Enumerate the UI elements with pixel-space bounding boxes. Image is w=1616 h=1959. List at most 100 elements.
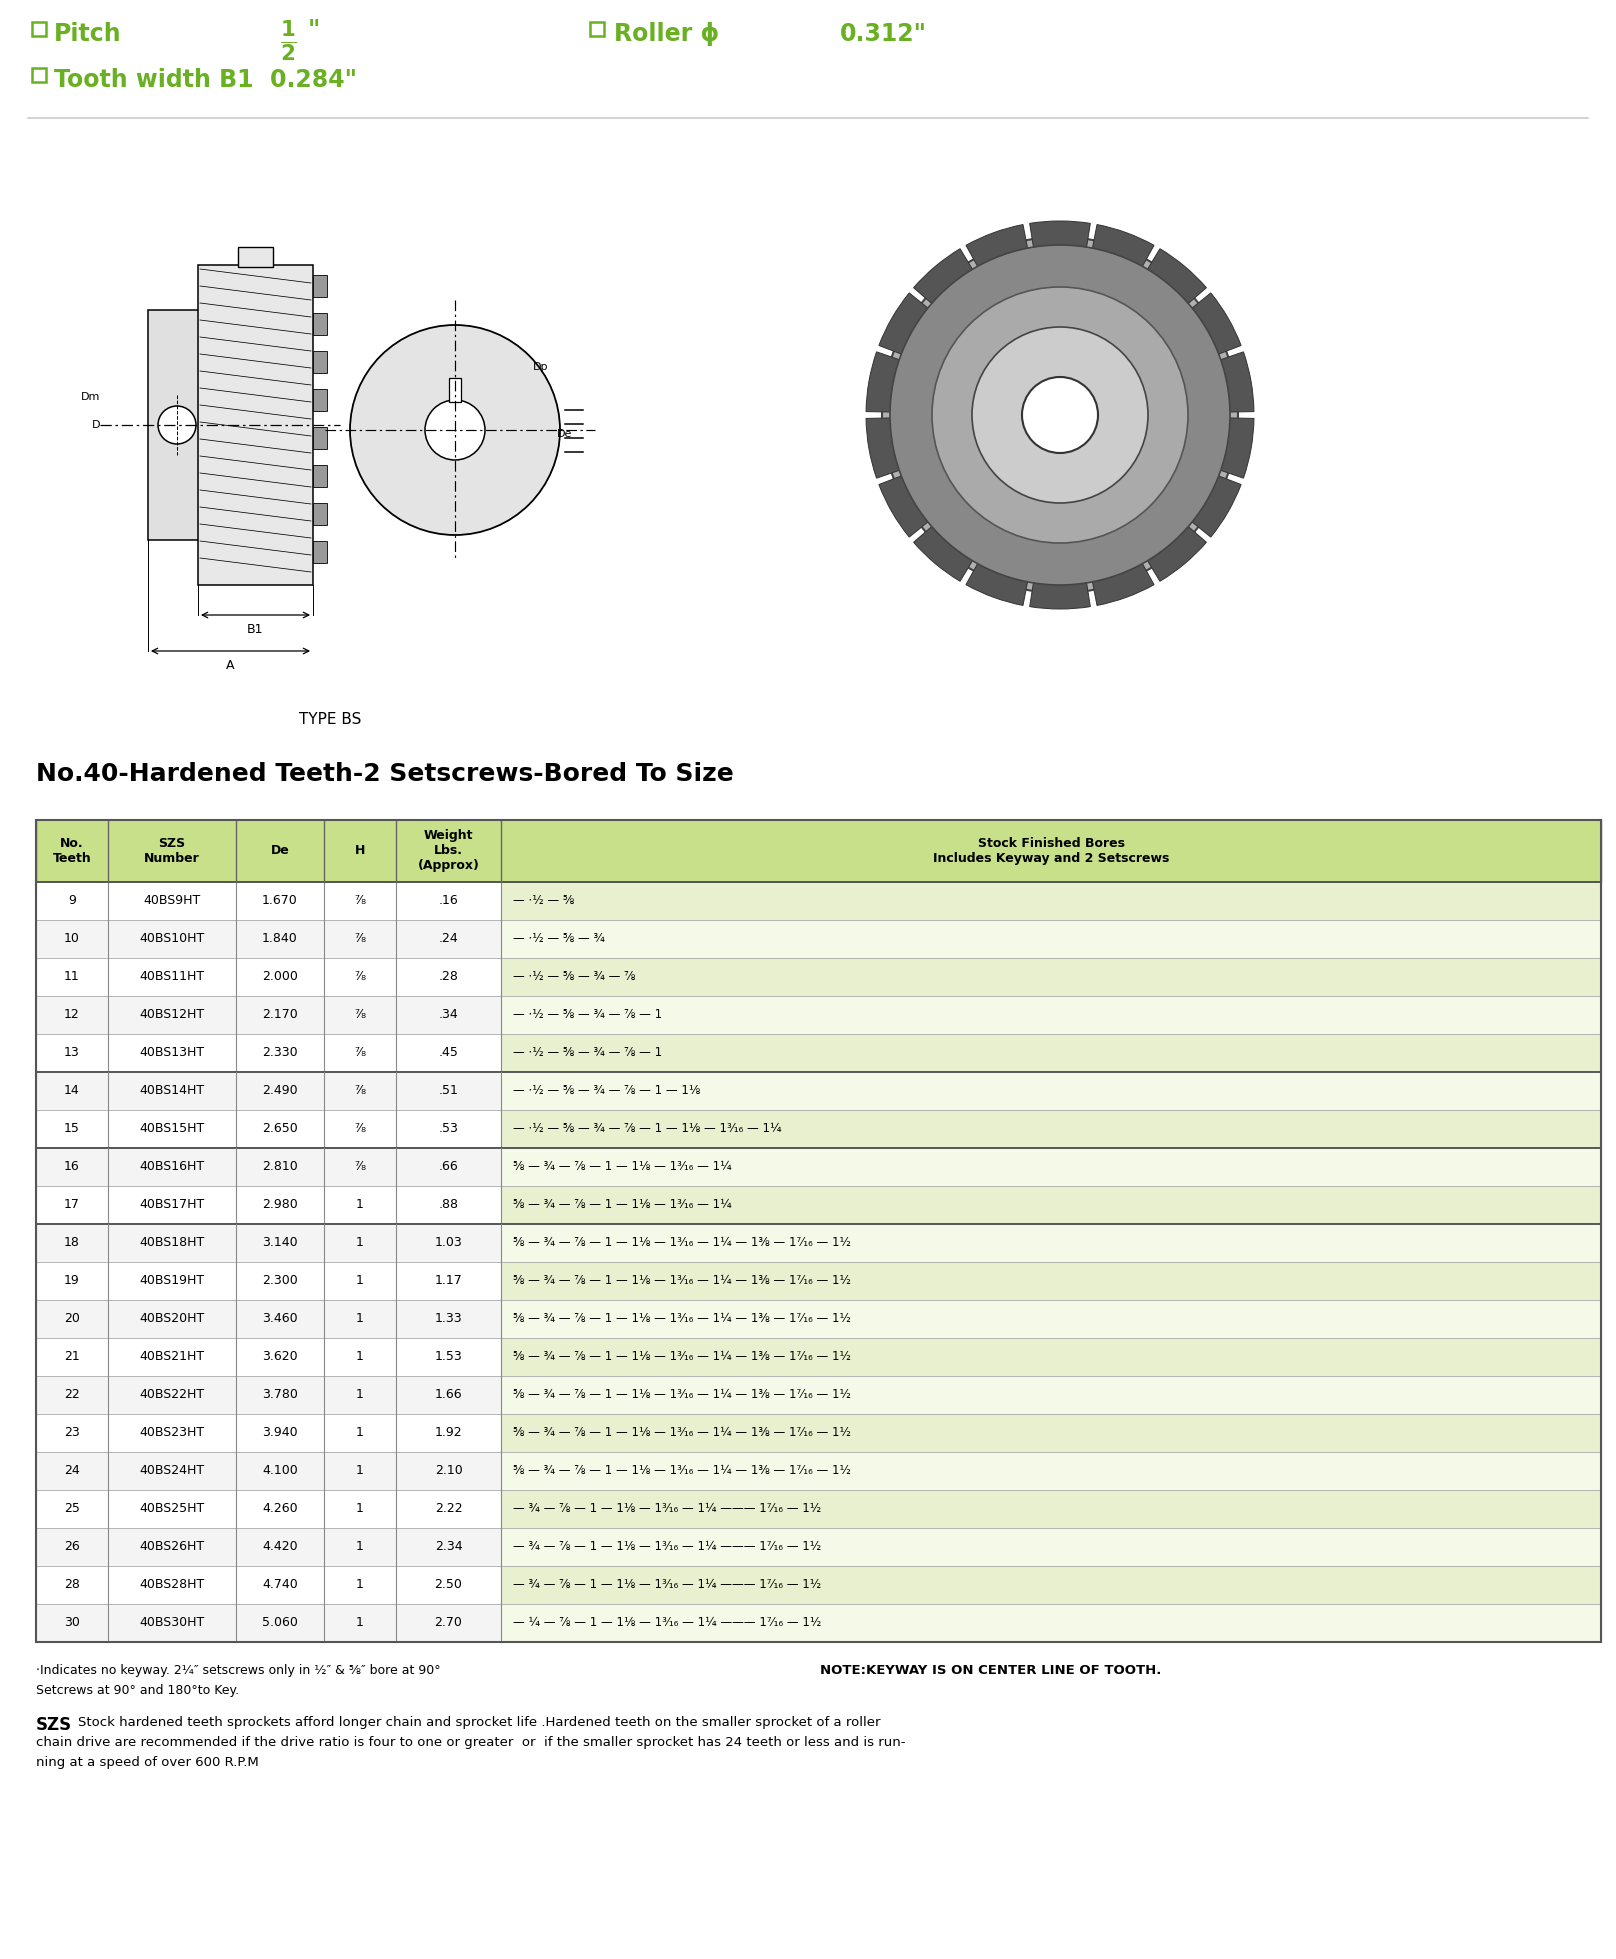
Bar — [501, 1565, 1601, 1604]
Wedge shape — [1060, 415, 1254, 478]
Wedge shape — [1060, 415, 1241, 537]
Text: ⅝ — ¾ — ⅞ — 1 — 1⅛ — 1³⁄₁₆ — 1¼ — 1⅜ — 1⁷⁄₁₆ — 1½: ⅝ — ¾ — ⅞ — 1 — 1⅛ — 1³⁄₁₆ — 1¼ — 1⅜ — 1… — [512, 1426, 852, 1440]
Bar — [32, 69, 45, 82]
Text: NOTE:KEYWAY IS ON CENTER LINE OF TOOTH.: NOTE:KEYWAY IS ON CENTER LINE OF TOOTH. — [819, 1663, 1162, 1677]
Text: 1: 1 — [356, 1313, 364, 1326]
Wedge shape — [1029, 221, 1091, 415]
Bar — [501, 1301, 1601, 1338]
Text: 13: 13 — [65, 1046, 79, 1060]
Text: 40BS20HT: 40BS20HT — [139, 1313, 205, 1326]
Bar — [149, 310, 205, 541]
Bar — [501, 1185, 1601, 1224]
Text: 1: 1 — [356, 1236, 364, 1250]
Text: 2.650: 2.650 — [262, 1123, 297, 1136]
Text: 12: 12 — [65, 1009, 79, 1021]
Text: 23: 23 — [65, 1426, 79, 1440]
Text: ⅝ — ¾ — ⅞ — 1 — 1⅛ — 1³⁄₁₆ — 1¼ — 1⅜ — 1⁷⁄₁₆ — 1½: ⅝ — ¾ — ⅞ — 1 — 1⅛ — 1³⁄₁₆ — 1¼ — 1⅜ — 1… — [512, 1313, 852, 1326]
Text: 16: 16 — [65, 1160, 79, 1173]
Text: 3.140: 3.140 — [262, 1236, 297, 1250]
Bar — [314, 351, 326, 372]
Text: 40BS25HT: 40BS25HT — [139, 1503, 205, 1516]
Circle shape — [971, 327, 1147, 503]
Text: 1.53: 1.53 — [435, 1350, 462, 1363]
Text: .45: .45 — [438, 1046, 459, 1060]
Bar — [36, 1452, 501, 1491]
Text: Dm: Dm — [81, 392, 100, 402]
Text: Weight
Lbs.
(Approx): Weight Lbs. (Approx) — [417, 829, 480, 872]
Text: 40BS21HT: 40BS21HT — [139, 1350, 205, 1363]
Text: Setcrews at 90° and 180°to Key.: Setcrews at 90° and 180°to Key. — [36, 1685, 239, 1696]
Bar — [314, 427, 326, 449]
Text: De: De — [270, 844, 289, 858]
Text: ⁷⁄₈: ⁷⁄₈ — [354, 1046, 367, 1060]
Bar — [36, 1072, 501, 1111]
Bar — [501, 1491, 1601, 1528]
Wedge shape — [966, 225, 1060, 415]
Text: 40BS22HT: 40BS22HT — [139, 1389, 205, 1401]
Bar — [36, 1301, 501, 1338]
Circle shape — [890, 245, 1230, 586]
Bar — [36, 1185, 501, 1224]
Bar — [314, 503, 326, 525]
Bar — [501, 1414, 1601, 1452]
Text: 4.100: 4.100 — [262, 1465, 297, 1477]
Text: 28: 28 — [65, 1579, 79, 1591]
Bar — [501, 1375, 1601, 1414]
Text: 40BS23HT: 40BS23HT — [139, 1426, 205, 1440]
Wedge shape — [1060, 225, 1154, 415]
Text: 1.92: 1.92 — [435, 1426, 462, 1440]
Text: .34: .34 — [438, 1009, 459, 1021]
Text: .24: .24 — [438, 932, 459, 946]
Text: 17: 17 — [65, 1199, 79, 1211]
Bar — [36, 1604, 501, 1642]
Bar — [36, 921, 501, 958]
Text: 24: 24 — [65, 1465, 79, 1477]
Text: 40BS10HT: 40BS10HT — [139, 932, 205, 946]
Text: 2.300: 2.300 — [262, 1275, 297, 1287]
Text: — ⋅½ — ⅝ — ¾ — ⅞ — 1: — ⋅½ — ⅝ — ¾ — ⅞ — 1 — [512, 1046, 663, 1060]
Text: 1.03: 1.03 — [435, 1236, 462, 1250]
Wedge shape — [966, 415, 1060, 605]
Text: — ¾ — ⅞ — 1 — 1⅛ — 1³⁄₁₆ — 1¼ ——— 1⁷⁄₁₆ — 1½: — ¾ — ⅞ — 1 — 1⅛ — 1³⁄₁₆ — 1¼ ——— 1⁷⁄₁₆ … — [512, 1579, 821, 1591]
Text: ⅝ — ¾ — ⅞ — 1 — 1⅛ — 1³⁄₁₆ — 1¼ — 1⅜ — 1⁷⁄₁₆ — 1½: ⅝ — ¾ — ⅞ — 1 — 1⅛ — 1³⁄₁₆ — 1¼ — 1⅜ — 1… — [512, 1350, 852, 1363]
Text: — ⋅½ — ⅝ — ¾ — ⅞ — 1 — 1⅛ — 1³⁄₁₆ — 1¼: — ⋅½ — ⅝ — ¾ — ⅞ — 1 — 1⅛ — 1³⁄₁₆ — 1¼ — [512, 1123, 782, 1136]
Text: 2.000: 2.000 — [262, 970, 297, 983]
Bar — [36, 1338, 501, 1375]
Text: — ⋅½ — ⅝ — ¾ — ⅞ — 1 — 1⅛: — ⋅½ — ⅝ — ¾ — ⅞ — 1 — 1⅛ — [512, 1085, 700, 1097]
Text: ⅝ — ¾ — ⅞ — 1 — 1⅛ — 1³⁄₁₆ — 1¼ — 1⅜ — 1⁷⁄₁₆ — 1½: ⅝ — ¾ — ⅞ — 1 — 1⅛ — 1³⁄₁₆ — 1¼ — 1⅜ — 1… — [512, 1389, 852, 1401]
Text: ⅝ — ¾ — ⅞ — 1 — 1⅛ — 1³⁄₁₆ — 1¼: ⅝ — ¾ — ⅞ — 1 — 1⅛ — 1³⁄₁₆ — 1¼ — [512, 1199, 732, 1211]
Text: 1.840: 1.840 — [262, 932, 297, 946]
Text: 2.490: 2.490 — [262, 1085, 297, 1097]
Text: .66: .66 — [438, 1160, 459, 1173]
Text: ⅝ — ¾ — ⅞ — 1 — 1⅛ — 1³⁄₁₆ — 1¼: ⅝ — ¾ — ⅞ — 1 — 1⅛ — 1³⁄₁₆ — 1¼ — [512, 1160, 732, 1173]
Text: 40BS13HT: 40BS13HT — [139, 1046, 205, 1060]
Text: 26: 26 — [65, 1540, 79, 1553]
Text: SZS
Number: SZS Number — [144, 836, 200, 866]
Text: 40BS18HT: 40BS18HT — [139, 1236, 205, 1250]
Bar — [36, 882, 501, 921]
Text: 40BS17HT: 40BS17HT — [139, 1199, 205, 1211]
Text: 3.460: 3.460 — [262, 1313, 297, 1326]
Text: Stock hardened teeth sprockets afford longer chain and sprocket life .Hardened t: Stock hardened teeth sprockets afford lo… — [78, 1716, 881, 1730]
Text: 2.70: 2.70 — [435, 1616, 462, 1630]
Text: .16: .16 — [438, 895, 459, 907]
Text: 1: 1 — [356, 1579, 364, 1591]
Bar — [314, 274, 326, 298]
Circle shape — [882, 237, 1238, 594]
Bar — [501, 1072, 1601, 1111]
Bar — [36, 1111, 501, 1148]
Text: 2.810: 2.810 — [262, 1160, 297, 1173]
Text: 40BS12HT: 40BS12HT — [139, 1009, 205, 1021]
Bar — [36, 821, 1601, 882]
Wedge shape — [866, 415, 1060, 478]
Bar — [36, 1262, 501, 1301]
Bar — [32, 22, 45, 35]
Text: 25: 25 — [65, 1503, 79, 1516]
Bar — [238, 247, 273, 266]
Wedge shape — [1060, 415, 1207, 582]
Text: 2.10: 2.10 — [435, 1465, 462, 1477]
Text: A: A — [226, 658, 234, 672]
Text: 10: 10 — [65, 932, 79, 946]
Text: 19: 19 — [65, 1275, 79, 1287]
Bar — [36, 958, 501, 995]
